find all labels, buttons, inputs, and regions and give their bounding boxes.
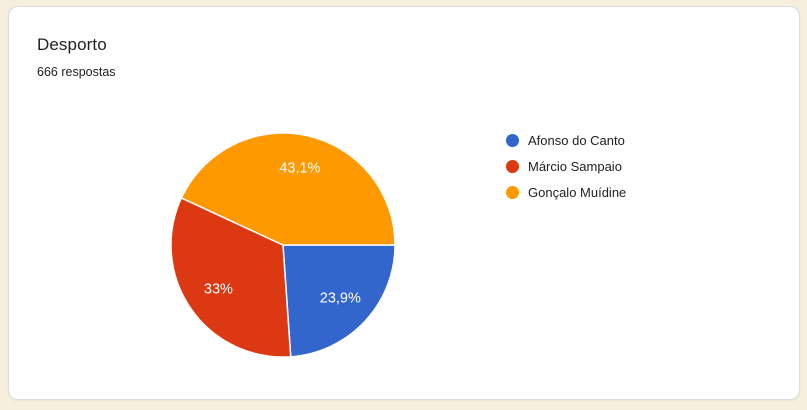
legend-label: Afonso do Canto [528, 132, 625, 148]
legend-label: Gonçalo Muídine [528, 184, 627, 200]
question-title: Desporto [37, 35, 107, 54]
pie-slice-label-2: 43,1% [279, 160, 320, 176]
pie-slice-0[interactable] [282, 244, 396, 358]
legend-item-1: Márcio Sampaio [506, 153, 626, 179]
legend-item-2: Gonçalo Muídine [506, 179, 626, 205]
chart-legend: Afonso do Canto Márcio Sampaio Gonçalo Muí… [506, 127, 626, 205]
legend-swatch-icon [506, 159, 519, 173]
legend-label: Márcio Sampaio [528, 158, 622, 174]
legend-swatch-icon [506, 133, 519, 147]
pie-slice-label-0: 23,9% [320, 290, 361, 306]
question-summary-card: Desporto 666 respostas 23,9% 33% 43,1% Afo… [8, 6, 800, 400]
pie-slice-1[interactable] [170, 197, 292, 358]
legend-swatch-icon [506, 185, 519, 199]
pie-slice-2[interactable] [180, 132, 396, 246]
responses-count: 666 respostas [37, 65, 116, 79]
pie-slice-label-1: 33% [204, 281, 233, 297]
pie-chart: 23,9% 33% 43,1% [170, 132, 396, 358]
legend-item-0: Afonso do Canto [506, 127, 626, 153]
